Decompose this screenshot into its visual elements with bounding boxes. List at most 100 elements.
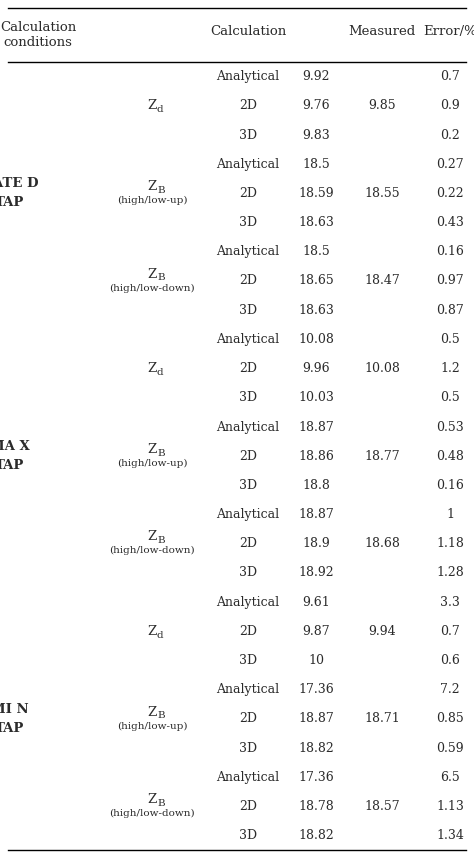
Text: Z: Z bbox=[147, 267, 156, 281]
Text: 0.9: 0.9 bbox=[440, 99, 460, 112]
Text: Measured: Measured bbox=[348, 25, 416, 38]
Text: 9.92: 9.92 bbox=[302, 70, 330, 83]
Text: Z: Z bbox=[147, 794, 156, 806]
Text: 18.57: 18.57 bbox=[364, 800, 400, 813]
Text: 0.59: 0.59 bbox=[436, 741, 464, 755]
Text: Z: Z bbox=[147, 362, 156, 375]
Text: Analytical: Analytical bbox=[217, 420, 280, 433]
Text: (high/low-up): (high/low-up) bbox=[117, 196, 187, 205]
Text: 9.61: 9.61 bbox=[302, 596, 330, 609]
Text: (high/low-up): (high/low-up) bbox=[117, 722, 187, 730]
Text: 18.59: 18.59 bbox=[298, 187, 334, 200]
Text: 0.22: 0.22 bbox=[436, 187, 464, 200]
Text: 3D: 3D bbox=[239, 304, 257, 317]
Text: 3D: 3D bbox=[239, 654, 257, 667]
Text: B: B bbox=[157, 711, 164, 721]
Text: 1.18: 1.18 bbox=[436, 538, 464, 550]
Text: 2D: 2D bbox=[239, 99, 257, 112]
Text: 18.71: 18.71 bbox=[364, 712, 400, 726]
Text: 18.92: 18.92 bbox=[298, 567, 334, 580]
Text: 18.65: 18.65 bbox=[298, 275, 334, 288]
Text: Z: Z bbox=[147, 180, 156, 193]
Text: 18.87: 18.87 bbox=[298, 420, 334, 433]
Text: 3.3: 3.3 bbox=[440, 596, 460, 609]
Text: 0.5: 0.5 bbox=[440, 333, 460, 346]
Text: 17.36: 17.36 bbox=[298, 771, 334, 784]
Text: 1.13: 1.13 bbox=[436, 800, 464, 813]
Text: 18.8: 18.8 bbox=[302, 479, 330, 492]
Text: Analytical: Analytical bbox=[217, 683, 280, 696]
Text: B: B bbox=[157, 800, 164, 808]
Text: 18.87: 18.87 bbox=[298, 712, 334, 726]
Text: Analytical: Analytical bbox=[217, 158, 280, 170]
Text: 0.97: 0.97 bbox=[436, 275, 464, 288]
Text: 18.9: 18.9 bbox=[302, 538, 330, 550]
Text: Calculation
conditions: Calculation conditions bbox=[0, 21, 76, 49]
Text: Z: Z bbox=[147, 625, 156, 638]
Text: d: d bbox=[157, 631, 164, 640]
Text: RATE D
TAP: RATE D TAP bbox=[0, 177, 38, 210]
Text: 18.68: 18.68 bbox=[364, 538, 400, 550]
Text: 3D: 3D bbox=[239, 391, 257, 404]
Text: 2D: 2D bbox=[239, 449, 257, 463]
Text: (high/low-down): (high/low-down) bbox=[109, 546, 195, 556]
Text: 3D: 3D bbox=[239, 479, 257, 492]
Text: 0.85: 0.85 bbox=[436, 712, 464, 726]
Text: Analytical: Analytical bbox=[217, 70, 280, 83]
Text: 18.5: 18.5 bbox=[302, 158, 330, 170]
Text: Z: Z bbox=[147, 705, 156, 718]
Text: 9.83: 9.83 bbox=[302, 128, 330, 141]
Text: 2D: 2D bbox=[239, 187, 257, 200]
Text: 1.34: 1.34 bbox=[436, 829, 464, 842]
Text: B: B bbox=[157, 274, 164, 282]
Text: 18.5: 18.5 bbox=[302, 246, 330, 259]
Text: 0.6: 0.6 bbox=[440, 654, 460, 667]
Text: 7.2: 7.2 bbox=[440, 683, 460, 696]
Text: d: d bbox=[157, 105, 164, 115]
Text: 3D: 3D bbox=[239, 567, 257, 580]
Text: Analytical: Analytical bbox=[217, 333, 280, 346]
Text: d: d bbox=[157, 368, 164, 377]
Text: 18.82: 18.82 bbox=[298, 741, 334, 755]
Text: Z: Z bbox=[147, 531, 156, 544]
Text: 9.85: 9.85 bbox=[368, 99, 396, 112]
Text: 18.87: 18.87 bbox=[298, 508, 334, 521]
Text: 18.55: 18.55 bbox=[364, 187, 400, 200]
Text: 10.03: 10.03 bbox=[298, 391, 334, 404]
Text: 0.48: 0.48 bbox=[436, 449, 464, 463]
Text: Z: Z bbox=[147, 443, 156, 455]
Text: 2D: 2D bbox=[239, 712, 257, 726]
Text: 0.7: 0.7 bbox=[440, 70, 460, 83]
Text: Analytical: Analytical bbox=[217, 596, 280, 609]
Text: 0.43: 0.43 bbox=[436, 216, 464, 229]
Text: 18.82: 18.82 bbox=[298, 829, 334, 842]
Text: 6.5: 6.5 bbox=[440, 771, 460, 784]
Text: 0.5: 0.5 bbox=[440, 391, 460, 404]
Text: 1.28: 1.28 bbox=[436, 567, 464, 580]
Text: 3D: 3D bbox=[239, 741, 257, 755]
Text: B: B bbox=[157, 186, 164, 195]
Text: 2D: 2D bbox=[239, 275, 257, 288]
Text: 10.08: 10.08 bbox=[298, 333, 334, 346]
Text: 0.27: 0.27 bbox=[436, 158, 464, 170]
Text: MI N
TAP: MI N TAP bbox=[0, 703, 29, 735]
Text: MA X
TAP: MA X TAP bbox=[0, 440, 30, 473]
Text: 2D: 2D bbox=[239, 538, 257, 550]
Text: Z: Z bbox=[147, 99, 156, 112]
Text: 0.16: 0.16 bbox=[436, 479, 464, 492]
Text: 0.16: 0.16 bbox=[436, 246, 464, 259]
Text: 18.47: 18.47 bbox=[364, 275, 400, 288]
Text: 0.53: 0.53 bbox=[436, 420, 464, 433]
Text: (high/low-down): (high/low-down) bbox=[109, 283, 195, 293]
Text: 3D: 3D bbox=[239, 128, 257, 141]
Text: Error/%: Error/% bbox=[423, 25, 474, 38]
Text: 9.94: 9.94 bbox=[368, 625, 396, 638]
Text: 10: 10 bbox=[308, 654, 324, 667]
Text: 1.2: 1.2 bbox=[440, 362, 460, 375]
Text: Analytical: Analytical bbox=[217, 771, 280, 784]
Text: 18.63: 18.63 bbox=[298, 304, 334, 317]
Text: 9.96: 9.96 bbox=[302, 362, 330, 375]
Text: 9.76: 9.76 bbox=[302, 99, 330, 112]
Text: Analytical: Analytical bbox=[217, 508, 280, 521]
Text: 18.63: 18.63 bbox=[298, 216, 334, 229]
